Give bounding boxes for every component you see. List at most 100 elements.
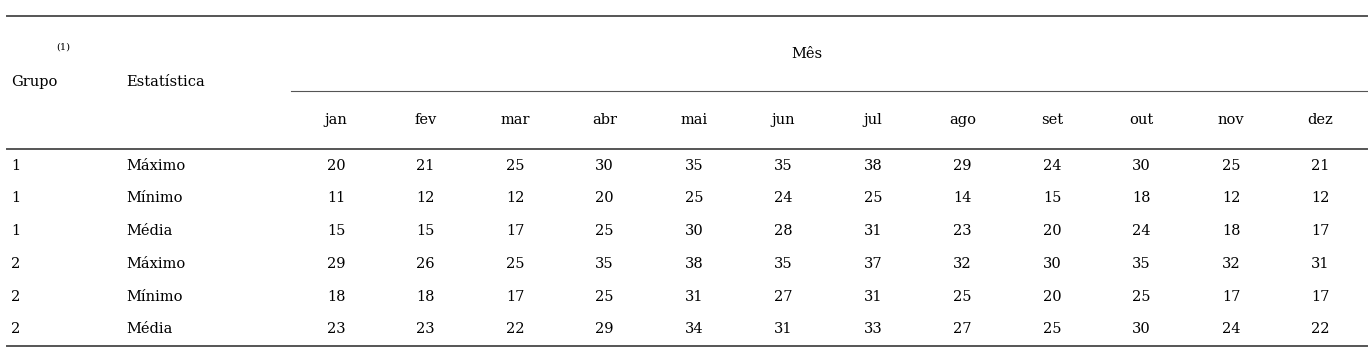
- Text: 30: 30: [1133, 159, 1150, 173]
- Text: 15: 15: [327, 224, 345, 238]
- Text: 28: 28: [774, 224, 793, 238]
- Text: 24: 24: [774, 191, 793, 205]
- Text: 12: 12: [506, 191, 524, 205]
- Text: 24: 24: [1133, 224, 1150, 238]
- Text: 17: 17: [506, 290, 524, 304]
- Text: 35: 35: [1133, 257, 1150, 271]
- Text: Grupo: Grupo: [11, 75, 57, 90]
- Text: Máximo: Máximo: [126, 257, 185, 271]
- Text: 35: 35: [685, 159, 703, 173]
- Text: fev: fev: [415, 113, 436, 127]
- Text: 25: 25: [506, 159, 524, 173]
- Text: 31: 31: [685, 290, 703, 304]
- Text: 18: 18: [416, 290, 435, 304]
- Text: 30: 30: [595, 159, 614, 173]
- Text: 25: 25: [595, 290, 614, 304]
- Text: 25: 25: [953, 290, 971, 304]
- Text: 14: 14: [953, 191, 971, 205]
- Text: 31: 31: [1312, 257, 1330, 271]
- Text: 29: 29: [327, 257, 345, 271]
- Text: (1): (1): [56, 43, 70, 52]
- Text: 30: 30: [1042, 257, 1062, 271]
- Text: 12: 12: [1312, 191, 1330, 205]
- Text: 32: 32: [953, 257, 971, 271]
- Text: 31: 31: [863, 290, 882, 304]
- Text: 27: 27: [953, 322, 971, 336]
- Text: 20: 20: [1042, 224, 1062, 238]
- Text: mar: mar: [501, 113, 529, 127]
- Text: 25: 25: [1222, 159, 1241, 173]
- Text: 17: 17: [1222, 290, 1241, 304]
- Text: set: set: [1041, 113, 1063, 127]
- Text: nov: nov: [1218, 113, 1245, 127]
- Text: 2: 2: [11, 290, 21, 304]
- Text: 25: 25: [685, 191, 703, 205]
- Text: 32: 32: [1222, 257, 1241, 271]
- Text: Mês: Mês: [792, 47, 822, 60]
- Text: 18: 18: [1133, 191, 1150, 205]
- Text: 2: 2: [11, 257, 21, 271]
- Text: 1: 1: [11, 191, 21, 205]
- Text: 25: 25: [863, 191, 882, 205]
- Text: abr: abr: [592, 113, 617, 127]
- Text: ago: ago: [949, 113, 975, 127]
- Text: 37: 37: [863, 257, 882, 271]
- Text: 25: 25: [1042, 322, 1062, 336]
- Text: 1: 1: [11, 159, 21, 173]
- Text: 20: 20: [1042, 290, 1062, 304]
- Text: 23: 23: [327, 322, 346, 336]
- Text: jul: jul: [863, 113, 882, 127]
- Text: 35: 35: [595, 257, 614, 271]
- Text: 27: 27: [774, 290, 793, 304]
- Text: 22: 22: [1312, 322, 1330, 336]
- Text: 2: 2: [11, 322, 21, 336]
- Text: 21: 21: [416, 159, 435, 173]
- Text: 17: 17: [1312, 290, 1330, 304]
- Text: 18: 18: [1222, 224, 1241, 238]
- Text: 29: 29: [595, 322, 614, 336]
- Text: 24: 24: [1042, 159, 1062, 173]
- Text: 34: 34: [685, 322, 703, 336]
- Text: 18: 18: [327, 290, 345, 304]
- Text: 38: 38: [685, 257, 703, 271]
- Text: Média: Média: [126, 224, 172, 238]
- Text: 12: 12: [1222, 191, 1241, 205]
- Text: 25: 25: [595, 224, 614, 238]
- Text: jan: jan: [324, 113, 347, 127]
- Text: 30: 30: [685, 224, 703, 238]
- Text: 17: 17: [1312, 224, 1330, 238]
- Text: Mínimo: Mínimo: [126, 290, 182, 304]
- Text: 30: 30: [1133, 322, 1150, 336]
- Text: 38: 38: [863, 159, 882, 173]
- Text: 29: 29: [953, 159, 971, 173]
- Text: dez: dez: [1308, 113, 1334, 127]
- Text: 20: 20: [327, 159, 346, 173]
- Text: 12: 12: [416, 191, 435, 205]
- Text: 11: 11: [327, 191, 345, 205]
- Text: 35: 35: [774, 257, 793, 271]
- Text: 21: 21: [1312, 159, 1330, 173]
- Text: 15: 15: [1042, 191, 1062, 205]
- Text: jun: jun: [772, 113, 795, 127]
- Text: 15: 15: [416, 224, 435, 238]
- Text: 20: 20: [595, 191, 614, 205]
- Text: out: out: [1130, 113, 1153, 127]
- Text: 22: 22: [506, 322, 524, 336]
- Text: 1: 1: [11, 224, 21, 238]
- Text: 25: 25: [1133, 290, 1150, 304]
- Text: Média: Média: [126, 322, 172, 336]
- Text: 33: 33: [863, 322, 882, 336]
- Text: 35: 35: [774, 159, 793, 173]
- Text: 17: 17: [506, 224, 524, 238]
- Text: 24: 24: [1222, 322, 1241, 336]
- Text: 23: 23: [416, 322, 435, 336]
- Text: Mínimo: Mínimo: [126, 191, 182, 205]
- Text: 31: 31: [774, 322, 793, 336]
- Text: 31: 31: [863, 224, 882, 238]
- Text: Máximo: Máximo: [126, 159, 185, 173]
- Text: mai: mai: [680, 113, 707, 127]
- Text: 23: 23: [953, 224, 971, 238]
- Text: 25: 25: [506, 257, 524, 271]
- Text: Estatística: Estatística: [126, 75, 205, 90]
- Text: 26: 26: [416, 257, 435, 271]
